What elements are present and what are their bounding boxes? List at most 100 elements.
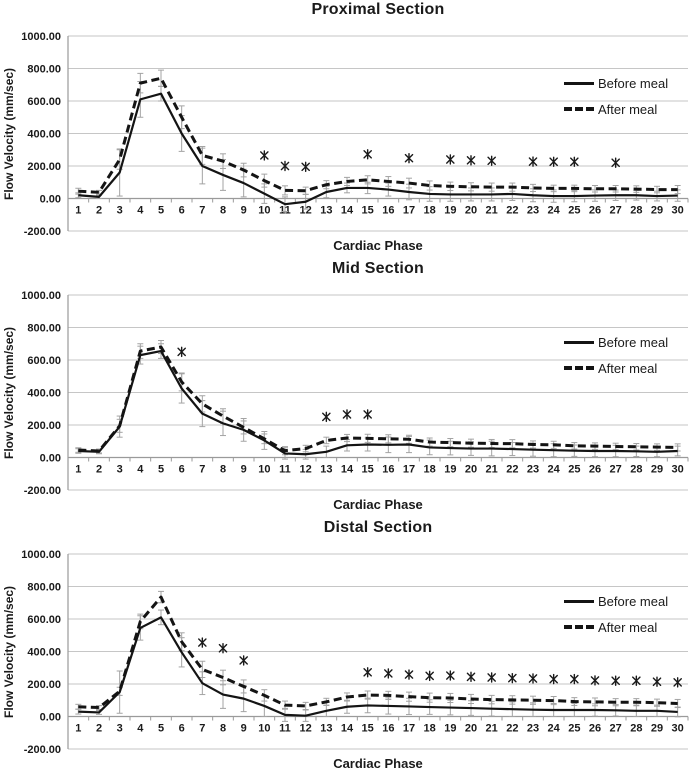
y-axis-label: Flow Velocity (mm/sec)	[2, 585, 16, 718]
series-before-meal	[78, 92, 678, 206]
x-tick-label: 8	[220, 205, 226, 217]
dashed-line-sample	[564, 107, 594, 111]
x-tick-label: 3	[117, 464, 123, 476]
y-tick-labels: 1000.00 800.00 600.00 400.00 200.00 0.00 -200.…	[21, 549, 61, 756]
x-tick-label: 27	[610, 205, 622, 217]
series-before-meal	[78, 616, 678, 717]
y-tick-label: 400.00	[27, 388, 61, 400]
significance-markers	[260, 149, 620, 173]
y-tick-label: 600.00	[27, 355, 61, 367]
y-tick-label: 0.00	[40, 453, 61, 465]
x-tick-label: 4	[137, 464, 144, 476]
x-tick-label: 15	[362, 205, 374, 217]
x-tick-label: 29	[651, 723, 663, 735]
x-tick-label: 14	[341, 464, 354, 476]
x-tick-label: 21	[486, 723, 498, 735]
legend-label: Before meal	[598, 334, 669, 350]
y-tick-label: 800.00	[27, 323, 61, 335]
axes	[67, 295, 689, 490]
series-after-meal	[78, 76, 678, 194]
legend-entry-before-meal: Before meal	[564, 592, 668, 610]
legend-entry-after-meal: After meal	[564, 100, 668, 118]
x-tick-label: 24	[548, 723, 561, 735]
chart-svg: 1000.00 800.00 600.00 400.00 200.00 0.00 -200.…	[21, 290, 689, 497]
y-tick-labels: 1000.00 800.00 600.00 400.00 200.00 0.00 -200.…	[21, 31, 61, 238]
x-tick-label: 23	[527, 723, 539, 735]
x-tick-label: 10	[258, 205, 270, 217]
y-tick-label: -200.00	[24, 744, 61, 756]
legend: Before meal After meal	[564, 74, 668, 118]
x-tick-label: 13	[320, 723, 332, 735]
x-tick-label: 9	[241, 205, 247, 217]
series-before-meal	[78, 349, 678, 456]
x-tick-label: 18	[424, 205, 436, 217]
legend: Before meal After meal	[564, 592, 668, 636]
dashed-line-sample	[564, 625, 594, 629]
y-tick-label: 1000.00	[21, 290, 61, 302]
x-tick-label: 6	[179, 723, 185, 735]
x-tick-label: 14	[341, 723, 354, 735]
x-tick-label: 27	[610, 723, 622, 735]
x-tick-label: 21	[486, 205, 498, 217]
y-tick-label: 200.00	[27, 420, 61, 432]
x-tick-label: 28	[630, 723, 642, 735]
axes	[67, 554, 689, 749]
legend: Before meal After meal	[564, 333, 668, 377]
x-tick-label: 13	[320, 205, 332, 217]
x-tick-label: 10	[258, 723, 270, 735]
x-tick-label: 30	[672, 723, 684, 735]
plot-area: 1000.00 800.00 600.00 400.00 200.00 0.00 -200.…	[0, 518, 690, 777]
legend-entry-before-meal: Before meal	[564, 74, 668, 92]
x-tick-labels: 1 2 3 4 5 6 7 8 9 10 11 12 13 14 15 16 17 18 19 20 21 22 23 24 2…	[75, 464, 684, 476]
x-tick-label: 10	[258, 464, 270, 476]
x-tick-label: 8	[220, 464, 226, 476]
x-tick-label: 9	[241, 464, 247, 476]
x-tick-label: 2	[96, 205, 102, 217]
x-tick-label: 7	[199, 205, 205, 217]
x-tick-label: 18	[424, 464, 436, 476]
x-tick-label: 1	[75, 723, 81, 735]
x-tick-label: 28	[630, 205, 642, 217]
x-tick-label: 13	[320, 464, 332, 476]
x-tick-label: 19	[444, 205, 456, 217]
x-tick-label: 5	[158, 723, 164, 735]
x-tick-label: 29	[651, 464, 663, 476]
x-tick-label: 25	[568, 723, 580, 735]
x-tick-label: 3	[117, 723, 123, 735]
x-axis-label: Cardiac Phase	[333, 238, 423, 253]
y-tick-label: -200.00	[24, 226, 61, 238]
legend-label: After meal	[598, 101, 658, 117]
axes	[67, 36, 689, 231]
x-tick-label: 6	[179, 205, 185, 217]
x-tick-label: 20	[465, 464, 477, 476]
x-tick-label: 15	[362, 464, 374, 476]
y-tick-label: 200.00	[27, 679, 61, 691]
x-tick-label: 12	[300, 723, 312, 735]
x-tick-label: 19	[444, 723, 456, 735]
x-tick-label: 26	[589, 723, 601, 735]
y-tick-label: 600.00	[27, 96, 61, 108]
x-tick-label: 26	[589, 205, 601, 217]
y-tick-label: 600.00	[27, 614, 61, 626]
y-tick-label: 200.00	[27, 161, 61, 173]
x-tick-label: 23	[527, 205, 539, 217]
y-tick-label: 0.00	[40, 712, 61, 724]
chart-distal-section: Distal Section 1000.00 800.00 600.00 400.00…	[0, 518, 690, 777]
chart-svg: 1000.00 800.00 600.00 400.00 200.00 0.00 -200.…	[21, 31, 689, 238]
x-tick-label: 5	[158, 464, 164, 476]
x-tick-label: 1	[75, 464, 81, 476]
y-tick-label: 800.00	[27, 582, 61, 594]
x-tick-label: 9	[241, 723, 247, 735]
x-tick-labels: 1 2 3 4 5 6 7 8 9 10 11 12 13 14 15 16 17 18 19 20 21 22 23 24 2…	[75, 723, 684, 735]
y-tick-label: 1000.00	[21, 31, 61, 43]
y-tick-label: 400.00	[27, 129, 61, 141]
x-tick-label: 22	[506, 723, 518, 735]
x-tick-label: 1	[75, 205, 81, 217]
legend-label: Before meal	[598, 593, 669, 609]
x-tick-label: 21	[486, 464, 498, 476]
x-tick-label: 8	[220, 723, 226, 735]
x-tick-label: 2	[96, 723, 102, 735]
x-tick-label: 17	[403, 464, 415, 476]
x-tick-label: 28	[630, 464, 642, 476]
